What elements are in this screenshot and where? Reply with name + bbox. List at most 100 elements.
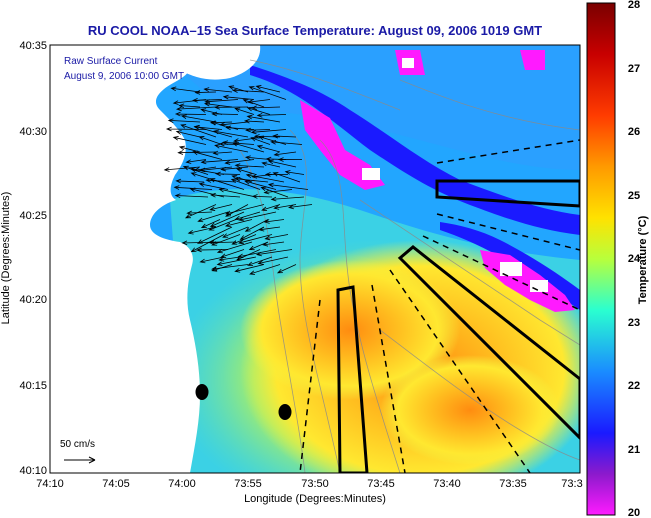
y-tick-label: 40:15 <box>19 380 47 392</box>
station-marker <box>195 384 209 400</box>
colorbar-tick: 27 <box>628 63 640 75</box>
current-vector-arrow <box>238 211 277 222</box>
current-vector-arrow <box>260 186 289 198</box>
current-vector-arrow <box>245 127 271 133</box>
current-vector-arrow <box>197 211 229 223</box>
current-vector-arrow <box>192 97 223 103</box>
colorbar: 28 27 26 25 24 23 22 21 20 Temperature (… <box>586 0 649 518</box>
current-vector-arrow <box>196 226 233 244</box>
current-vector-arrow <box>251 105 281 111</box>
current-vector-arrow <box>237 249 277 259</box>
current-vector-arrow <box>246 106 271 115</box>
colorbar-tick: 25 <box>628 190 640 202</box>
colorbar-tick: 24 <box>628 253 641 265</box>
current-vector-arrow <box>181 240 221 246</box>
current-vector-arrow <box>178 103 201 109</box>
current-vector-arrow <box>209 177 245 190</box>
y-tick-label: 40:30 <box>19 126 47 138</box>
x-tick-label: 73:40 <box>433 478 461 490</box>
current-vector-arrow <box>174 111 207 117</box>
current-vector-arrow <box>258 135 287 145</box>
current-vector-arrow <box>258 226 281 232</box>
colorbar-tick: 26 <box>628 126 640 138</box>
colorbar-label: Temperature (°C) <box>637 215 649 304</box>
current-vector-arrow <box>245 173 285 183</box>
current-vector-arrow <box>236 167 257 175</box>
current-vector-arrow <box>199 256 225 264</box>
current-vector-arrow <box>203 87 233 93</box>
current-vector-arrow <box>222 140 255 145</box>
map-title: RU COOL NOAA–15 Sea Surface Temperature:… <box>88 23 542 38</box>
scale-label: 50 cm/s <box>60 439 95 450</box>
land-mass <box>50 45 200 473</box>
current-vector-arrow <box>263 189 293 195</box>
current-vector-arrow <box>267 182 309 190</box>
x-tick-label: 73:55 <box>234 478 262 490</box>
current-vector-arrow <box>251 194 273 199</box>
current-vector-arrow <box>208 240 237 245</box>
map-frame <box>49 44 581 474</box>
current-vector-arrow <box>273 151 297 157</box>
current-vector-arrow <box>176 106 217 112</box>
x-tick-label: 74:05 <box>102 478 130 490</box>
current-vector-arrow <box>234 163 265 168</box>
x-tick-label: 73:50 <box>301 478 329 490</box>
current-vector-arrow <box>256 112 287 118</box>
current-vector-arrow <box>203 101 233 108</box>
current-vector-arrow <box>212 150 233 156</box>
current-vector-arrow <box>234 264 265 273</box>
current-vector-arrow <box>209 204 233 211</box>
x-axis: 74:10 74:05 74:00 73:55 73:50 73:45 73:4… <box>36 478 582 505</box>
current-vector-arrow <box>210 192 241 198</box>
current-vector-arrow <box>211 264 249 271</box>
current-vector-arrow <box>175 178 205 184</box>
current-vector-arrow <box>225 204 265 216</box>
current-vector-arrow <box>218 256 241 262</box>
current-vector-arrow <box>224 159 255 165</box>
current-vector-arrow <box>187 226 217 235</box>
current-vector-arrow <box>255 85 281 93</box>
y-axis-label: Latitude (Degrees:Minutes) <box>0 192 12 325</box>
current-vector-arrow <box>288 204 313 210</box>
current-vector-arrow <box>267 159 297 168</box>
y-tick-label: 40:35 <box>19 40 47 52</box>
bathymetry-contours <box>239 59 580 473</box>
current-vector-arrow <box>220 249 245 258</box>
current-vector-arrow <box>264 172 289 177</box>
colorbar-tick: 20 <box>628 507 640 518</box>
current-vector-arrow <box>170 86 201 93</box>
current-vector-arrow <box>242 99 265 108</box>
current-vector-arrow <box>215 171 241 177</box>
current-vector-arrow <box>249 264 281 275</box>
current-vector-arrow <box>167 118 201 123</box>
x-tick-label: 74:10 <box>36 478 64 490</box>
current-vector-arrow <box>200 219 221 228</box>
current-vector-arrow <box>244 180 277 190</box>
current-vector-arrow <box>180 114 217 123</box>
current-vector-arrow <box>277 157 303 162</box>
cold-patch <box>300 100 385 190</box>
current-vector-arrow <box>163 166 201 172</box>
current-vector-arrow <box>264 234 289 241</box>
current-vector-arrow <box>257 256 289 265</box>
current-vector-arrow <box>216 241 253 254</box>
current-vector-arrow <box>244 219 269 232</box>
current-vector-arrow <box>247 99 271 104</box>
current-vector-arrow <box>200 159 239 165</box>
current-vector-arrow <box>165 126 207 132</box>
current-vector-arrow <box>196 247 229 253</box>
current-vector-arrow <box>262 241 285 247</box>
current-vector-arrow <box>185 159 207 164</box>
current-vector-arrow <box>180 124 217 138</box>
current-vector-arrow <box>231 141 265 153</box>
x-tick-label: 74:00 <box>168 478 196 490</box>
current-vector-arrow <box>230 178 261 190</box>
map-area <box>50 45 580 473</box>
current-vector-arrow <box>184 204 217 219</box>
y-axis: 40:35 40:30 40:25 40:20 40:15 40:10 Lati… <box>0 40 47 477</box>
x-axis-label: Longitude (Degrees:Minutes) <box>244 493 386 505</box>
scale-arrow <box>64 456 96 464</box>
current-vector-arrow <box>213 129 249 138</box>
colorbar-tick: 28 <box>628 0 640 11</box>
